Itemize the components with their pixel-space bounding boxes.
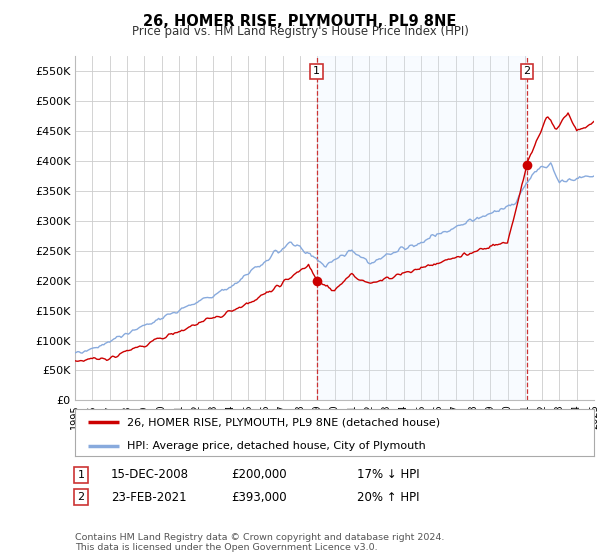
Text: This data is licensed under the Open Government Licence v3.0.: This data is licensed under the Open Gov… xyxy=(75,543,377,552)
Text: 1: 1 xyxy=(77,470,85,480)
Text: 26, HOMER RISE, PLYMOUTH, PL9 8NE: 26, HOMER RISE, PLYMOUTH, PL9 8NE xyxy=(143,14,457,29)
Text: 15-DEC-2008: 15-DEC-2008 xyxy=(111,468,189,482)
Text: 2: 2 xyxy=(523,67,530,77)
Text: HPI: Average price, detached house, City of Plymouth: HPI: Average price, detached house, City… xyxy=(127,441,425,451)
Text: Contains HM Land Registry data © Crown copyright and database right 2024.: Contains HM Land Registry data © Crown c… xyxy=(75,533,445,542)
Text: 2: 2 xyxy=(77,492,85,502)
Text: £200,000: £200,000 xyxy=(231,468,287,482)
Text: 26, HOMER RISE, PLYMOUTH, PL9 8NE (detached house): 26, HOMER RISE, PLYMOUTH, PL9 8NE (detac… xyxy=(127,417,440,427)
Text: 23-FEB-2021: 23-FEB-2021 xyxy=(111,491,187,504)
Text: 17% ↓ HPI: 17% ↓ HPI xyxy=(357,468,419,482)
Text: 1: 1 xyxy=(313,67,320,77)
Text: Price paid vs. HM Land Registry's House Price Index (HPI): Price paid vs. HM Land Registry's House … xyxy=(131,25,469,38)
Text: 20% ↑ HPI: 20% ↑ HPI xyxy=(357,491,419,504)
Text: £393,000: £393,000 xyxy=(231,491,287,504)
Bar xyxy=(317,56,527,400)
